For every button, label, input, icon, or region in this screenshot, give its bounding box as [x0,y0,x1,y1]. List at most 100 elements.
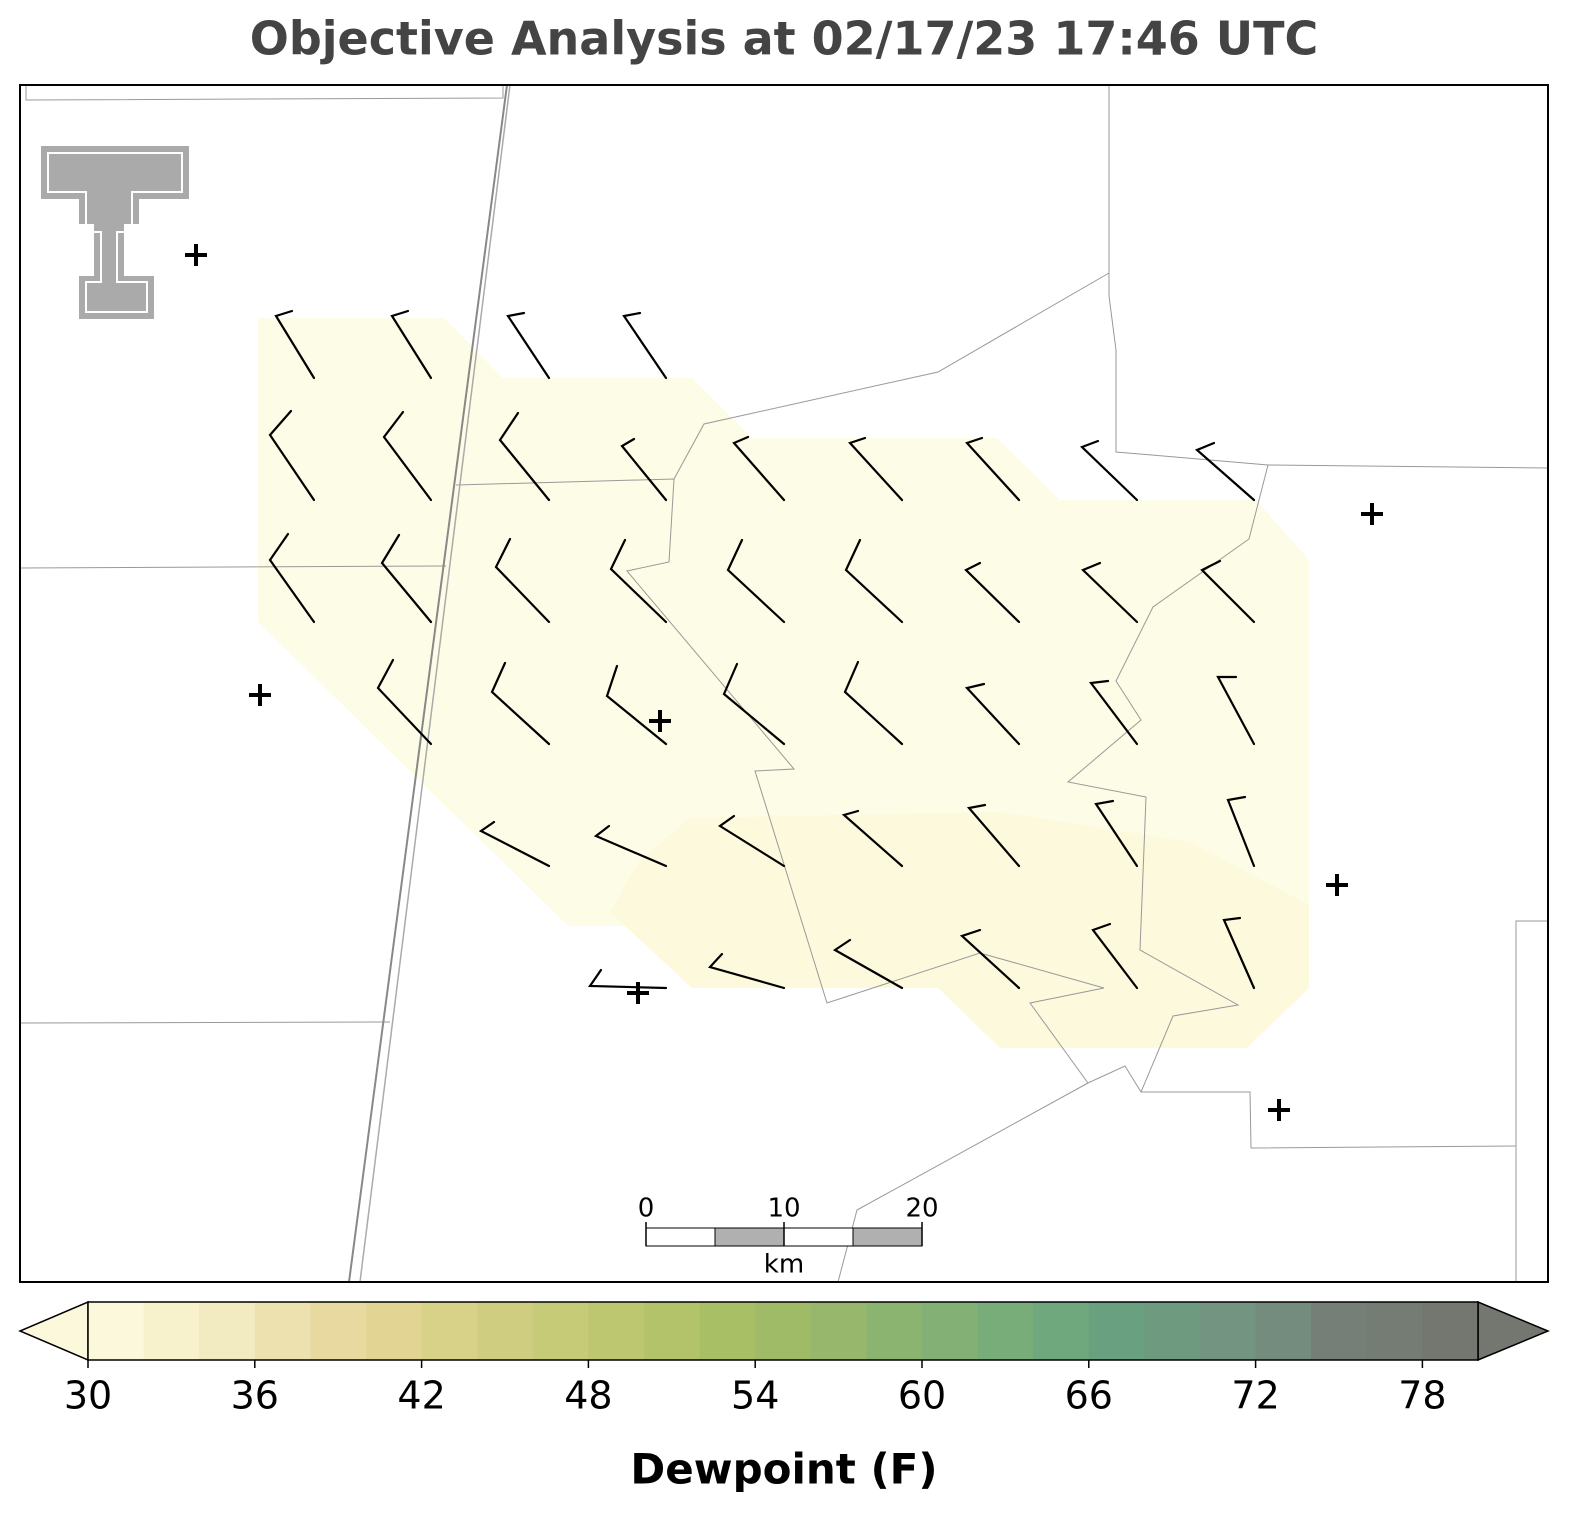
wind-barb [1079,439,1139,502]
wind-barb [390,309,433,380]
scale-segment [852,1227,923,1247]
colorbar-segment [1200,1302,1257,1360]
scale-segment [645,1227,716,1247]
scale-tick-label: 20 [905,1194,938,1224]
wind-barb [718,814,786,868]
wind-barb [959,928,1021,990]
colorbar-tick-label: 30 [64,1374,112,1418]
scale-segment [783,1227,854,1247]
colorbar-frame [87,1301,1479,1361]
wind-barb [490,661,551,746]
wind-barb [732,435,786,502]
colorbar-segment [532,1302,589,1360]
scale-tick-label: 10 [767,1194,800,1224]
station-marker [1268,1099,1290,1121]
scale-segment [714,1227,785,1247]
wind-barb [722,662,786,746]
colorbar: Dewpoint (F) 30 36 42 48 54 60 66 72 78 [18,1300,1550,1494]
colorbar-segment [254,1302,311,1360]
wind-barb [494,537,551,624]
colorbar-segment [366,1302,423,1360]
colorbar-under [18,1300,89,1362]
station-marker [1361,503,1383,525]
wind-barb [726,538,786,624]
station-marker [1326,874,1348,896]
county-borders [19,84,1549,1283]
colorbar-tick-label: 66 [1065,1374,1113,1418]
colorbar-segment [1311,1302,1368,1360]
station-marker [249,684,271,706]
colorbar-tick-label: 72 [1231,1374,1279,1418]
colorbar-segment [310,1302,367,1360]
scale-unit: km [764,1250,804,1280]
logo [39,144,191,321]
wind-barb [965,436,1021,502]
colorbar-segment [1088,1302,1145,1360]
wind-barb [848,436,904,502]
wind-barb [498,411,551,502]
wind-barb [832,938,904,990]
wind-barb [1091,922,1139,990]
colorbar-segment [588,1302,645,1360]
wind-barb [268,409,316,502]
wind-barb [274,309,316,380]
scale-bar: km 0 10 20 [638,1194,939,1280]
wind-barb [609,538,668,624]
wind-barb [707,952,786,990]
station-marker [627,982,649,1004]
colorbar-segment [1033,1302,1090,1360]
station-marker [649,710,671,732]
station-markers [185,244,1383,1121]
colorbar-tick-label: 48 [564,1374,612,1418]
colorbar-tick-label: 36 [231,1374,279,1418]
wind-barb [1081,561,1139,624]
wind-barb [843,660,904,746]
wind-barb [1200,559,1256,624]
wind-barb [622,311,668,380]
colorbar-tick-label: 42 [397,1374,445,1418]
wind-barb [382,410,433,502]
scale-tick-label: 0 [638,1194,655,1224]
wind-barb [376,658,433,746]
title: Objective Analysis at 02/17/23 17:46 UTC [250,12,1319,66]
wind-barb [966,803,1021,868]
colorbar-segment [866,1302,923,1360]
wind-barb [268,532,316,624]
wind-barb [478,820,551,868]
colorbar-tick-label: 78 [1398,1374,1446,1418]
wind-barb [844,538,904,624]
wind-barb [506,311,551,380]
colorbar-segment [88,1302,145,1360]
wind-barb [964,682,1021,746]
colorbar-segment [977,1302,1034,1360]
colorbar-segment [699,1302,756,1360]
colorbar-segment [1144,1302,1201,1360]
colorbar-segment [143,1302,200,1360]
wind-barb [964,561,1021,624]
wind-barb [620,437,668,502]
wind-barb [1216,675,1256,746]
colorbar-tick-label: 54 [731,1374,779,1418]
wind-barb [593,824,668,868]
colorbar-segment [755,1302,812,1360]
colorbar-segment [1366,1302,1423,1360]
colorbar-label: Dewpoint (F) [630,1445,937,1494]
colorbar-segment [421,1302,478,1360]
wind-barb [380,533,433,624]
colorbar-segment [644,1302,701,1360]
colorbar-tick-label: 60 [898,1374,946,1418]
map [19,84,1549,1283]
station-marker [185,244,207,266]
wind-barb [1194,441,1256,502]
colorbar-segment [477,1302,534,1360]
colorbar-segment [810,1302,867,1360]
dewpoint-field [610,812,1309,1048]
wind-barbs [268,309,1256,990]
wind-barb [1088,679,1139,746]
wind-barb [841,809,904,868]
wind-barb [1226,795,1256,868]
wind-barb [587,968,668,990]
colorbar-segment [199,1302,256,1360]
colorbar-segment [1255,1302,1312,1360]
